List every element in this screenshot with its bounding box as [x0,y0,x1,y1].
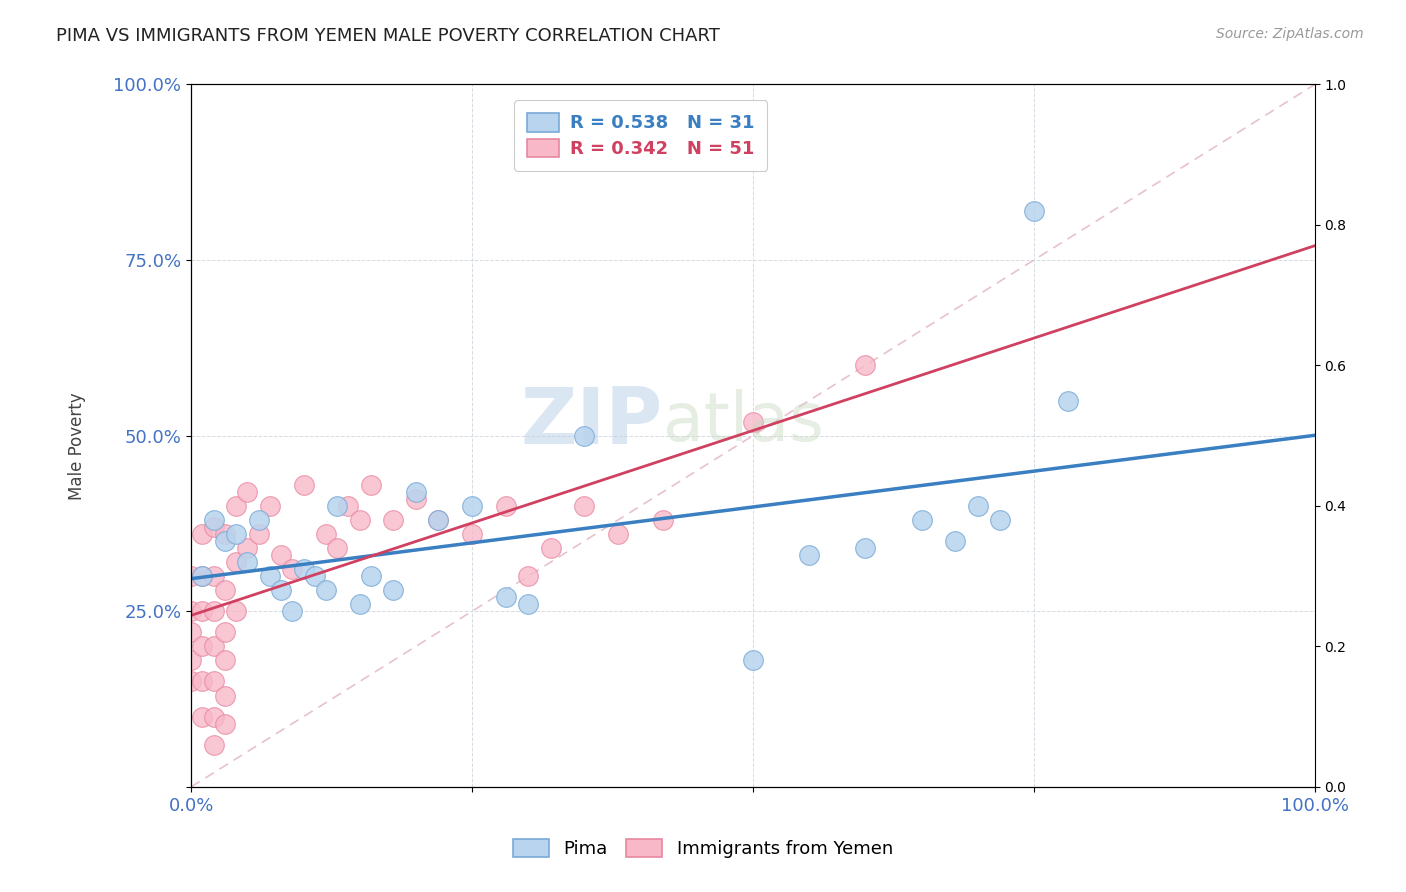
Point [191,569,214,583]
Point [1056,393,1078,408]
Point [202,520,225,534]
Point [270,583,292,598]
Point [427,513,450,527]
Point [988,513,1011,527]
Point [281,562,304,576]
Point [202,674,225,689]
Point [259,499,281,513]
Text: PIMA VS IMMIGRANTS FROM YEMEN MALE POVERTY CORRELATION CHART: PIMA VS IMMIGRANTS FROM YEMEN MALE POVER… [56,27,720,45]
Point [853,359,876,373]
Point [966,499,988,513]
Point [191,569,214,583]
Legend: R = 0.538   N = 31, R = 0.342   N = 51: R = 0.538 N = 31, R = 0.342 N = 51 [515,101,768,170]
Point [517,569,540,583]
Point [405,491,427,506]
Point [315,527,337,541]
Point [382,583,405,598]
Point [943,534,966,549]
Point [202,569,225,583]
Point [574,499,596,513]
Point [326,541,349,555]
Point [326,499,349,513]
Point [225,499,247,513]
Point [214,716,236,731]
Point [742,653,765,667]
Text: Male Poverty: Male Poverty [69,392,86,500]
Point [853,541,876,555]
Point [461,499,484,513]
Point [360,478,382,492]
Point [247,513,270,527]
Point [225,555,247,569]
Point [214,534,236,549]
Point [1022,203,1045,218]
Point [191,527,214,541]
Point [382,513,405,527]
Point [540,541,562,555]
Point [214,625,236,640]
Point [191,640,214,654]
Point [214,653,236,667]
Point [202,640,225,654]
Point [281,604,304,618]
Point [225,604,247,618]
Point [799,548,821,562]
Point [191,709,214,723]
Point [180,604,202,618]
Point [292,478,315,492]
Point [236,555,259,569]
Point [517,597,540,611]
Point [202,513,225,527]
Point [236,541,259,555]
Point [742,415,765,429]
Point [315,583,337,598]
Point [495,590,517,604]
Point [180,625,202,640]
Point [180,674,202,689]
Point [247,527,270,541]
Point [236,484,259,499]
Point [652,513,675,527]
Point [405,484,427,499]
Point [304,569,326,583]
Point [202,738,225,752]
Point [202,709,225,723]
Point [214,583,236,598]
Text: ZIP: ZIP [520,384,664,459]
Point [337,499,360,513]
Point [214,527,236,541]
Point [495,499,517,513]
Legend: Pima, Immigrants from Yemen: Pima, Immigrants from Yemen [506,831,900,865]
Point [225,527,247,541]
Point [607,527,630,541]
Point [180,653,202,667]
Point [292,562,315,576]
Point [214,689,236,703]
Point [910,513,932,527]
Point [461,527,484,541]
Point [191,674,214,689]
Point [180,569,202,583]
Point [259,569,281,583]
Point [360,569,382,583]
Text: Source: ZipAtlas.com: Source: ZipAtlas.com [1216,27,1364,41]
Point [574,428,596,442]
Point [427,513,450,527]
Point [202,604,225,618]
Text: atlas: atlas [664,389,824,455]
Point [349,513,371,527]
Point [270,548,292,562]
Point [349,597,371,611]
Point [191,604,214,618]
